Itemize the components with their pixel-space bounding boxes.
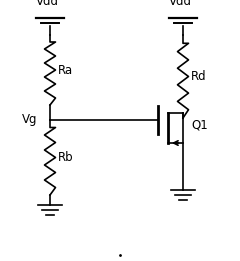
Text: Ra: Ra bbox=[58, 63, 73, 76]
Text: Rd: Rd bbox=[191, 70, 207, 83]
Text: Vdd: Vdd bbox=[36, 0, 59, 8]
Text: Vg: Vg bbox=[22, 114, 37, 127]
Text: Q1: Q1 bbox=[191, 118, 208, 131]
Text: Vdd: Vdd bbox=[169, 0, 192, 8]
Text: Rb: Rb bbox=[58, 151, 74, 164]
